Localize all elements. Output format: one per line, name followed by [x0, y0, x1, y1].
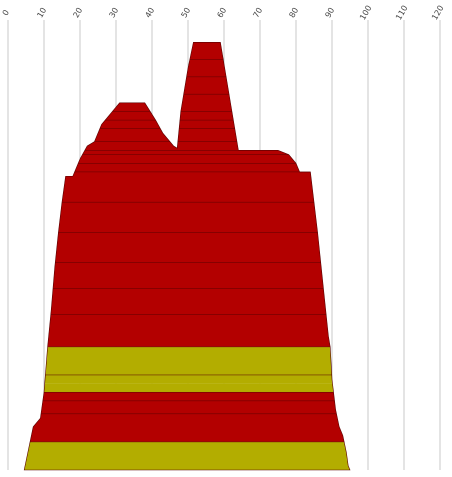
x-tick-label: 20: [71, 6, 84, 19]
x-tick-label: 30: [107, 6, 120, 19]
x-tick-label: 0: [1, 8, 11, 17]
x-tick-label: 120: [430, 4, 445, 22]
x-tick-label: 50: [179, 6, 192, 19]
x-tick-label: 110: [394, 4, 409, 22]
shape-outline: [23, 42, 351, 471]
x-tick-label: 10: [35, 6, 48, 19]
x-tick-label: 70: [251, 6, 264, 19]
stacked-shape: [24, 42, 350, 470]
x-tick-label: 100: [358, 4, 373, 22]
band-olive: [24, 383, 350, 393]
x-tick-label: 60: [215, 6, 228, 19]
x-tick-labels: 0 10 20 30 40 50 60 70 80 90 100 110 120: [1, 4, 446, 22]
band-olive: [24, 346, 350, 384]
x-tick-label: 90: [323, 6, 336, 19]
band-olive: [24, 441, 350, 470]
x-tick-label: 80: [287, 6, 300, 19]
x-tick-label: 40: [143, 6, 156, 19]
band-red: [24, 42, 350, 347]
band-red: [24, 392, 350, 442]
